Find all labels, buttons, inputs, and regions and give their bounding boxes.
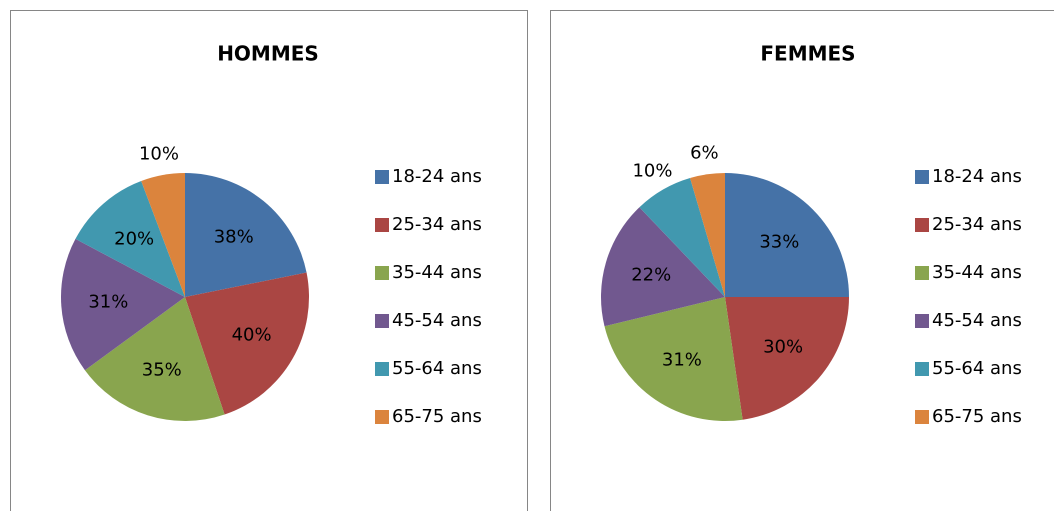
data-label: 20% <box>114 228 154 249</box>
legend-label: 55-64 ans <box>932 358 1022 379</box>
legend-label: 45-54 ans <box>932 310 1022 331</box>
legend-swatch <box>915 410 929 424</box>
legend-label: 18-24 ans <box>932 166 1022 187</box>
legend-swatch <box>375 266 389 280</box>
data-label: 30% <box>763 336 803 357</box>
legend-swatch <box>375 410 389 424</box>
legend-label: 18-24 ans <box>392 166 482 187</box>
data-label: 35% <box>142 359 182 380</box>
legend-label: 25-34 ans <box>932 214 1022 235</box>
legend-swatch <box>915 266 929 280</box>
legend-label: 35-44 ans <box>932 262 1022 283</box>
legend-swatch <box>375 218 389 232</box>
data-label: 40% <box>232 324 272 345</box>
legend-swatch <box>375 314 389 328</box>
legend-swatch <box>915 218 929 232</box>
legend-label: 65-75 ans <box>392 406 482 427</box>
legend-swatch <box>375 362 389 376</box>
legend-swatch <box>915 314 929 328</box>
legend-label: 35-44 ans <box>392 262 482 283</box>
legend-swatch <box>915 170 929 184</box>
legend-label: 45-54 ans <box>392 310 482 331</box>
data-label: 10% <box>139 143 179 164</box>
data-label: 31% <box>88 292 128 313</box>
chart-title: HOMMES <box>217 42 319 66</box>
legend-label: 25-34 ans <box>392 214 482 235</box>
legend-swatch <box>915 362 929 376</box>
legend-swatch <box>375 170 389 184</box>
legend-label: 55-64 ans <box>392 358 482 379</box>
data-label: 33% <box>759 232 799 253</box>
data-label: 10% <box>632 160 672 181</box>
data-label: 6% <box>690 142 719 163</box>
data-label: 38% <box>214 227 254 248</box>
legend-label: 65-75 ans <box>932 406 1022 427</box>
data-label: 31% <box>662 350 702 371</box>
chart-title: FEMMES <box>760 42 855 66</box>
data-label: 22% <box>631 264 671 285</box>
